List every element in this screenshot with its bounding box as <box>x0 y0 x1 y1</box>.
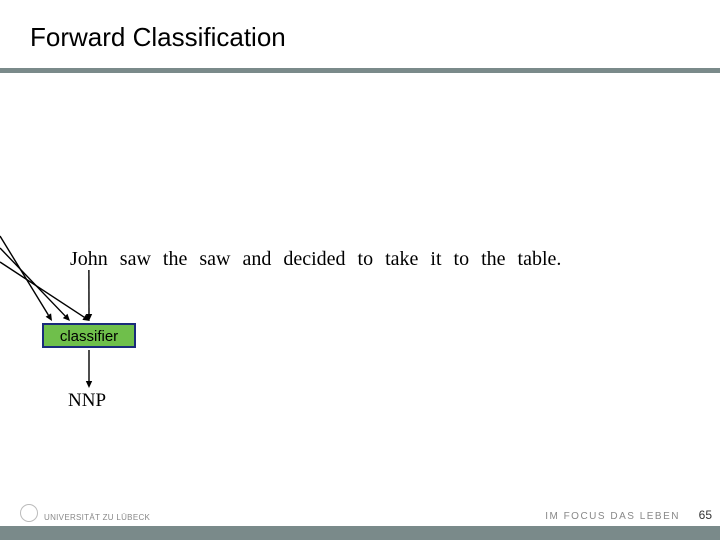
slide: Forward Classification Johnsawthesawandd… <box>0 0 720 540</box>
word-5: decided <box>283 248 345 271</box>
sentence: Johnsawthesawanddecidedtotakeittothetabl… <box>70 248 561 271</box>
output-tag: NNP <box>68 390 106 412</box>
word-2: the <box>163 248 187 271</box>
footer-right-text: IM FOCUS DAS LEBEN <box>545 511 680 522</box>
title-rule <box>0 68 720 73</box>
word-1: saw <box>120 248 151 271</box>
word-6: to <box>358 248 374 271</box>
word-9: to <box>454 248 470 271</box>
word-11: table. <box>518 248 562 271</box>
word-10: the <box>481 248 505 271</box>
slide-title: Forward Classification <box>30 22 286 53</box>
footer-seal-icon <box>20 504 38 522</box>
footer-bar <box>0 526 720 540</box>
classifier-box: classifier <box>42 323 136 348</box>
word-3: saw <box>199 248 230 271</box>
word-4: and <box>242 248 271 271</box>
word-0: John <box>70 248 108 271</box>
word-7: take <box>385 248 418 271</box>
word-8: it <box>430 248 441 271</box>
page-number: 65 <box>699 508 712 522</box>
footer-left-text: UNIVERSITÄT ZU LÜBECK <box>44 513 150 522</box>
